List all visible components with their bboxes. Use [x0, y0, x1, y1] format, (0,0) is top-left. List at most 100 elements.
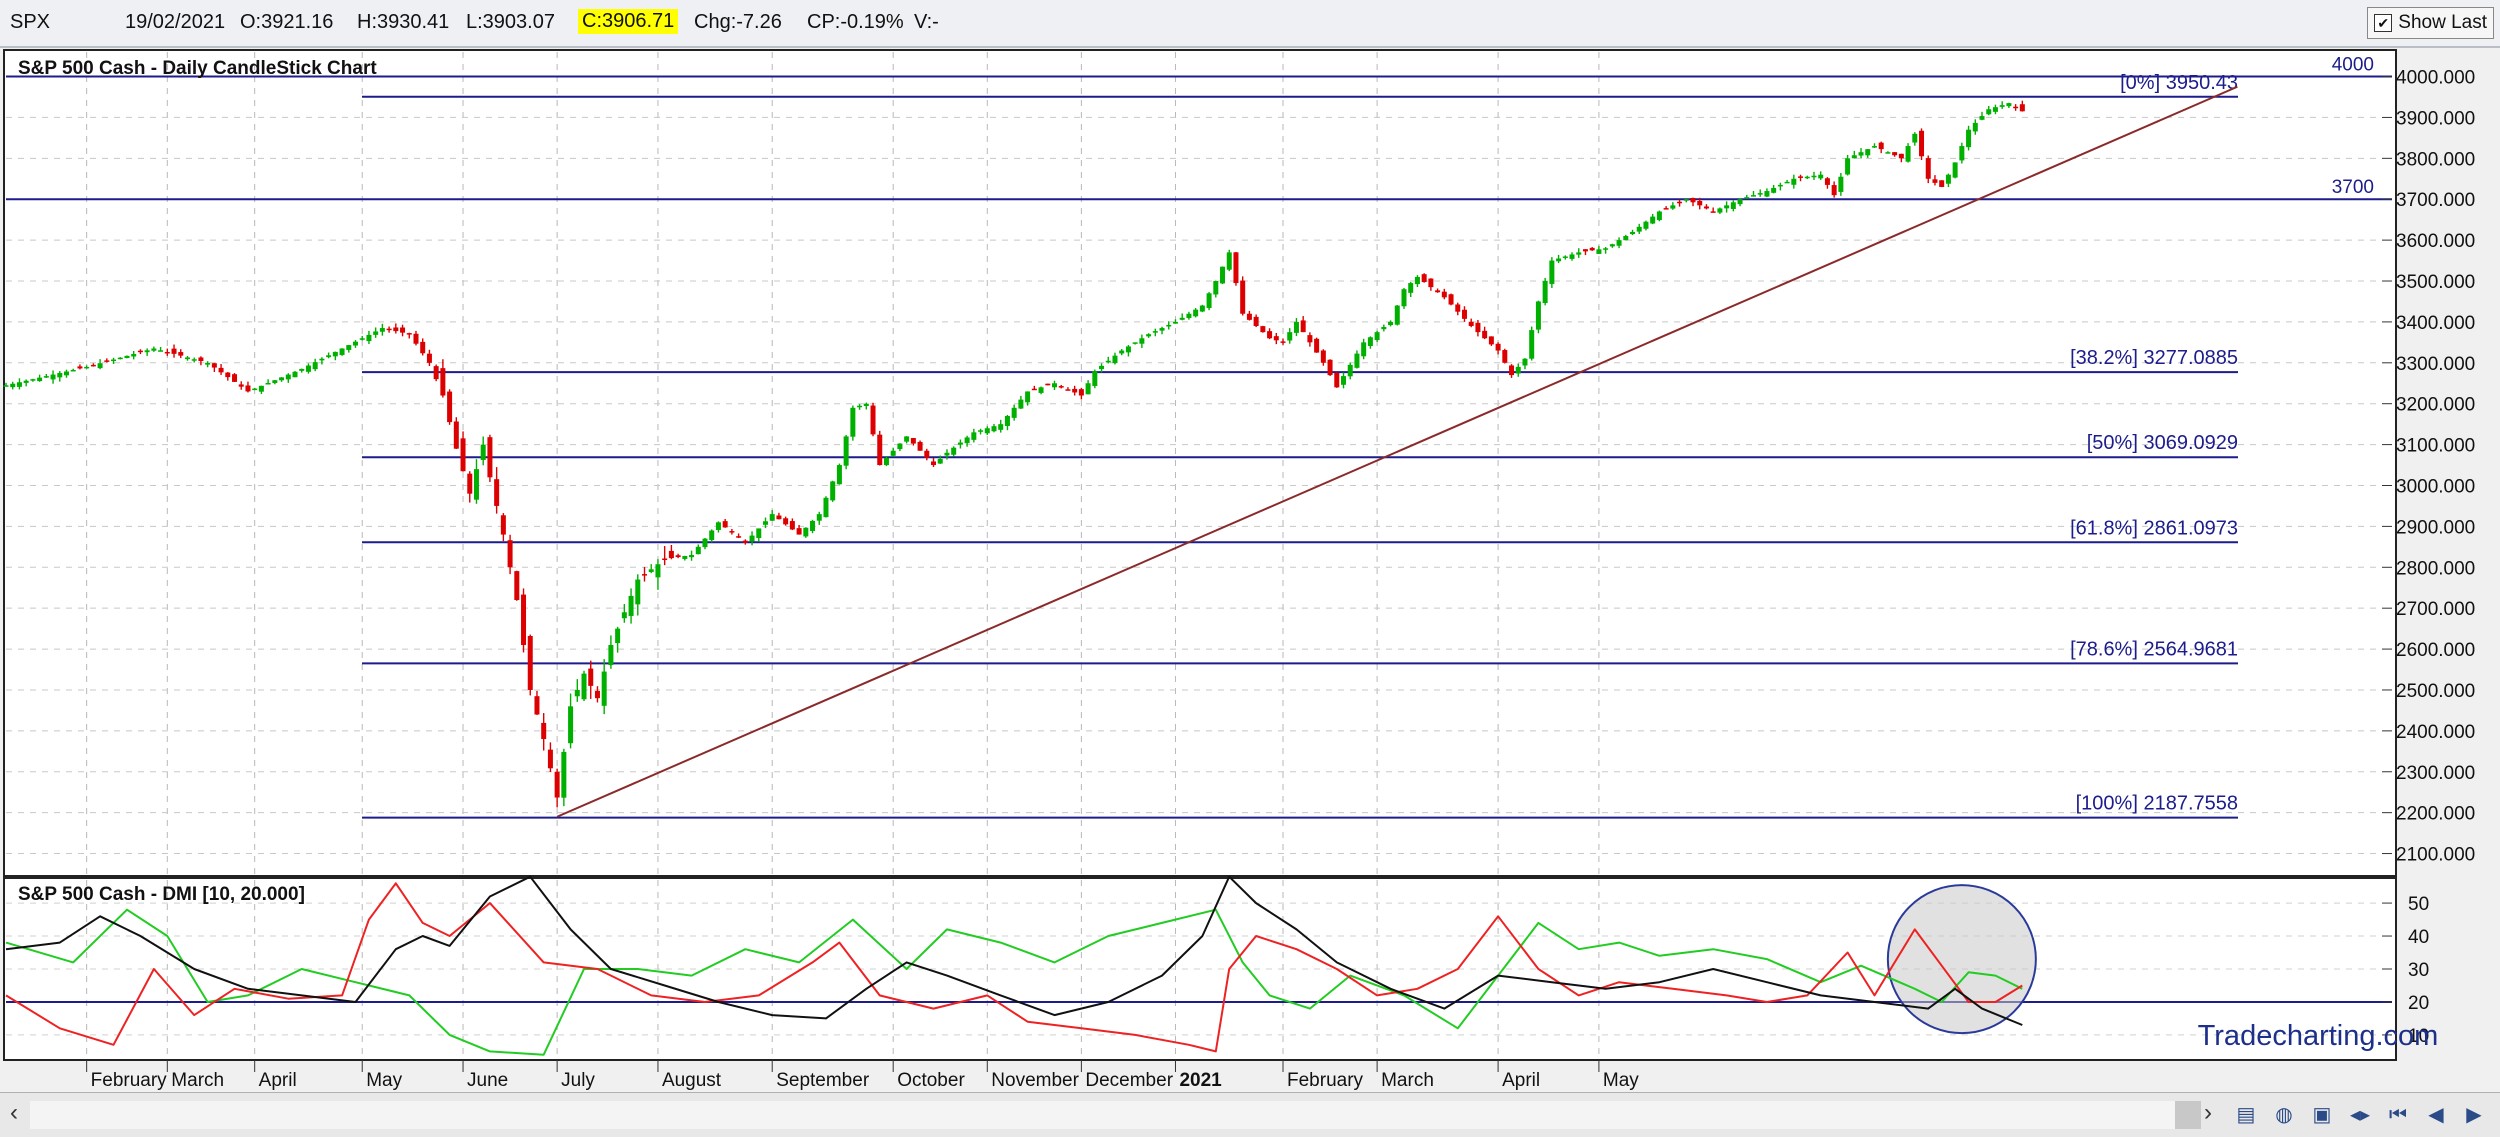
candle-up [816, 514, 822, 521]
candle-up [299, 368, 305, 371]
candle-down [487, 437, 493, 478]
scroll-track[interactable] [30, 1101, 2200, 1129]
candle-up [279, 377, 285, 381]
dmi-panel: 10 20 30 40 50 S&P 500 Cash - DMI [10, 20.00… [3, 875, 2439, 1061]
candle-up [84, 366, 90, 369]
candle-up [937, 458, 943, 464]
change-percent: CP:-0.19% [807, 11, 904, 33]
candle-up [292, 371, 298, 378]
candle-down [547, 749, 553, 769]
candle-up [1966, 129, 1972, 148]
candle-up [1764, 191, 1770, 197]
candle-up [480, 444, 486, 460]
candle-up [850, 407, 856, 437]
candle-up [1347, 364, 1353, 377]
candle-up [1556, 258, 1562, 262]
candle-down [1260, 326, 1266, 333]
candle-up [1186, 313, 1192, 319]
candle-up [1609, 244, 1615, 247]
candle-down [104, 360, 110, 362]
y-tick-label: 3300.000 [2396, 354, 2475, 375]
candle-up [756, 528, 762, 539]
candle-up [1018, 399, 1024, 409]
candle-up [944, 452, 950, 456]
candle-down [594, 690, 600, 699]
candle-down [1677, 201, 1683, 204]
candle-down [77, 366, 83, 369]
x-tick-label: 2021 [1179, 1070, 1222, 1091]
candle-up [1105, 360, 1111, 363]
candle-down [393, 327, 399, 332]
high-value: H:3930.41 [357, 11, 450, 33]
candle-up [1569, 254, 1575, 259]
y-tick-label: 2900.000 [2396, 517, 2475, 538]
candle-up [1394, 305, 1400, 325]
candle-down [1892, 152, 1898, 156]
candle-up [984, 428, 990, 434]
show-last-toggle[interactable]: ✔ Show Last [2367, 7, 2494, 39]
x-tick-label: May [1603, 1070, 1639, 1091]
dmi-axis: 10 20 30 40 50 [2382, 894, 2429, 1047]
candle-up [1293, 321, 1299, 333]
candle-up [1152, 331, 1158, 333]
candle-up [1226, 252, 1232, 270]
candle-down [440, 368, 446, 396]
candle-down [2019, 104, 2025, 112]
candle-down [554, 771, 560, 798]
candle-up [1818, 174, 1824, 179]
checkbox-checked-icon[interactable]: ✔ [2374, 14, 2393, 32]
candle-up [830, 481, 836, 501]
print-icon[interactable]: ▤ [2236, 1104, 2256, 1126]
x-tick-label: November [991, 1070, 1079, 1091]
candle-up [1092, 370, 1098, 386]
candle-up [1367, 337, 1373, 347]
zoom-icon[interactable]: ◍ [2275, 1104, 2293, 1126]
first-bar-icon[interactable]: ⏮ [2389, 1104, 2407, 1126]
candle-down [521, 594, 527, 645]
candle-up [897, 443, 903, 450]
candle-down [1663, 208, 1669, 210]
scroll-bar[interactable]: ‹ › ▤ ◍ ▣ ◂▸ ⏮ ◀ ▶ [0, 1092, 2500, 1137]
candle-down [1058, 386, 1064, 388]
watermark: Tradecharting.com [2198, 1020, 2439, 1052]
candle-down [877, 434, 883, 466]
next-bar-icon[interactable]: ▶ [2466, 1104, 2482, 1126]
prev-bar-icon[interactable]: ◀ [2428, 1104, 2444, 1126]
y-tick-label: 2800.000 [2396, 558, 2475, 579]
y-tick-label: 3200.000 [2396, 395, 2475, 416]
candle-down [789, 521, 795, 530]
candle-up [863, 403, 869, 407]
expand-icon[interactable]: ◂▸ [2349, 1104, 2371, 1126]
candle-down [870, 405, 876, 435]
candle-up [305, 365, 311, 372]
candle-up [1414, 276, 1420, 285]
candle-down [910, 438, 916, 444]
candle-up [890, 450, 896, 456]
candle-up [1643, 221, 1649, 229]
y-tick-label: 2500.000 [2396, 681, 2475, 702]
candle-down [1253, 316, 1259, 326]
scroll-thumb[interactable] [2175, 1101, 2201, 1129]
save-icon[interactable]: ▣ [2312, 1104, 2332, 1126]
candle-up [1515, 366, 1521, 374]
candle-up [1112, 355, 1118, 364]
candle-up [1287, 332, 1293, 341]
candle-up [971, 432, 977, 440]
candle-down [164, 351, 170, 354]
candle-up [1381, 327, 1387, 330]
adx-line [5, 875, 2023, 1026]
scroll-left-icon[interactable]: ‹ [10, 1099, 18, 1126]
candle-up [857, 405, 863, 408]
candle-up [608, 644, 614, 666]
scroll-right-icon[interactable]: › [2204, 1099, 2212, 1126]
fib-level-label: [38.2%] 3277.0885 [2070, 347, 2238, 369]
candle-up [1119, 350, 1125, 354]
candle-down [1307, 335, 1313, 343]
candle-up [1179, 317, 1185, 320]
candle-down [406, 333, 412, 335]
candle-up [1791, 178, 1797, 185]
candle-down [776, 515, 782, 520]
candle-down [1582, 249, 1588, 252]
candle-up [702, 538, 708, 548]
